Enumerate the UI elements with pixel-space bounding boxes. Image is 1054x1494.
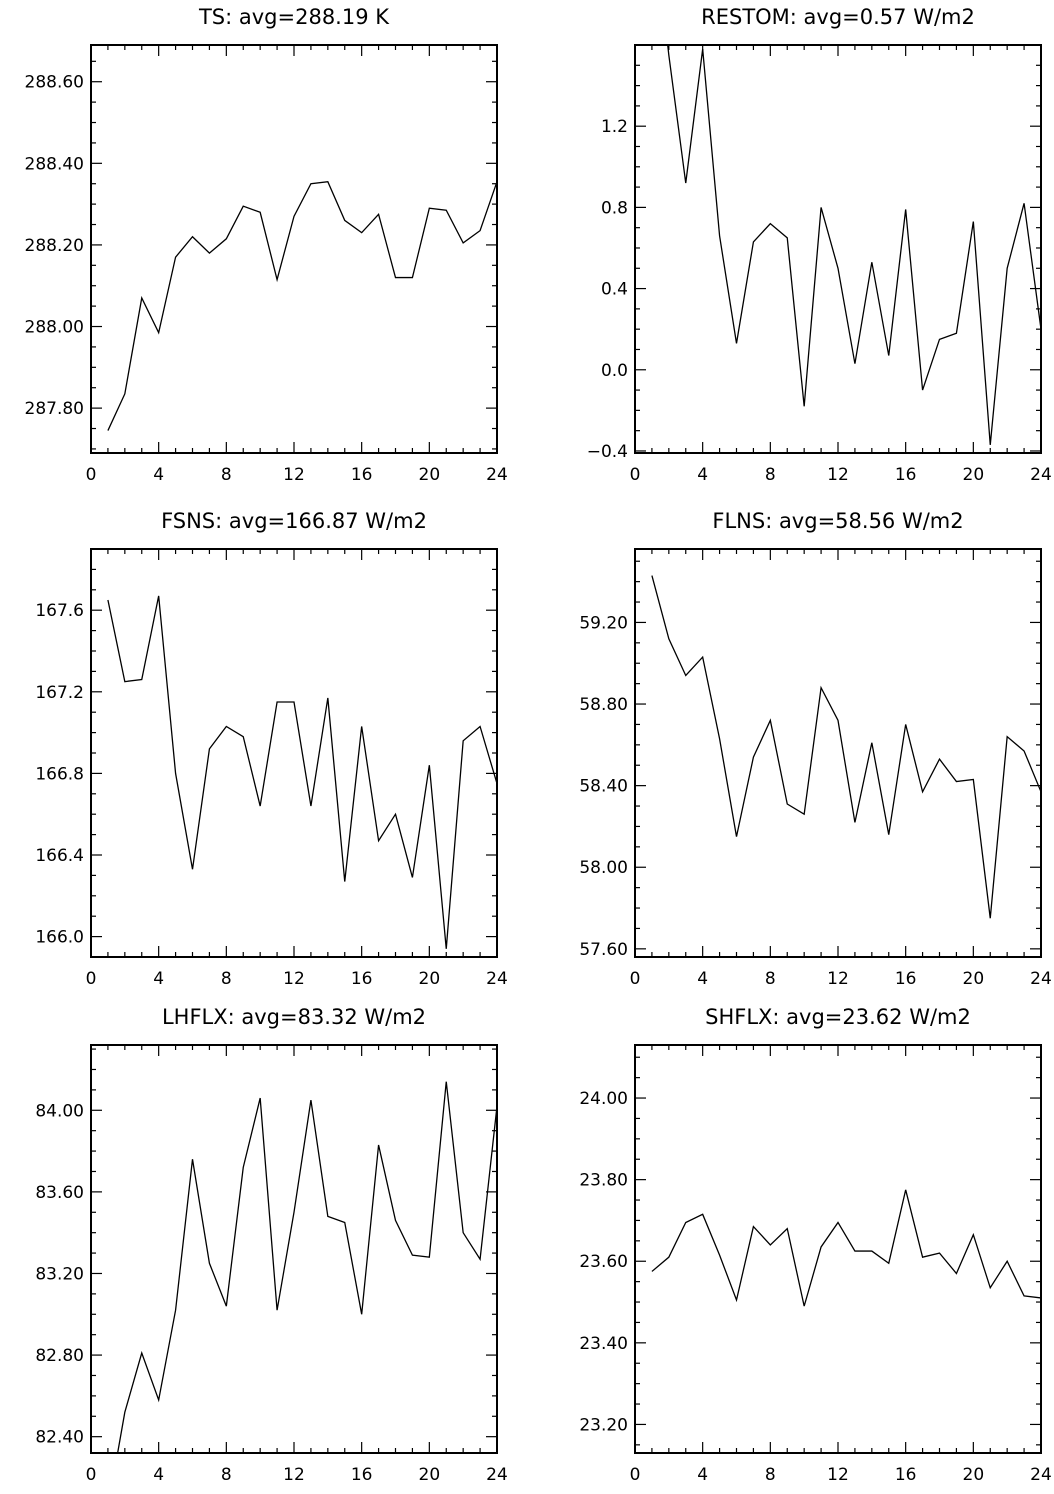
x-tick-label: 0 [86, 969, 97, 989]
x-tick-label: 24 [1030, 969, 1052, 989]
x-tick-label: 0 [630, 1465, 641, 1485]
x-tick-label: 16 [351, 465, 373, 485]
y-tick-label: 23.60 [579, 1252, 628, 1272]
y-tick-label: 288.60 [25, 73, 84, 93]
y-tick-label: 59.20 [579, 613, 628, 633]
x-tick-label: 8 [221, 1465, 232, 1485]
x-tick-label: 16 [895, 969, 917, 989]
x-tick-label: 4 [697, 969, 708, 989]
x-tick-label: 12 [827, 465, 849, 485]
y-tick-label: 58.40 [579, 777, 628, 797]
y-tick-label: 23.80 [579, 1171, 628, 1191]
panel-title: RESTOM: avg=0.57 W/m2 [701, 5, 975, 29]
x-tick-label: 4 [153, 1465, 164, 1485]
y-tick-label: 83.60 [35, 1183, 84, 1203]
x-tick-label: 20 [419, 1465, 441, 1485]
x-tick-label: 16 [351, 1465, 373, 1485]
x-tick-label: 12 [283, 465, 305, 485]
panel-title: SHFLX: avg=23.62 W/m2 [705, 1005, 971, 1029]
y-tick-label: 166.0 [35, 928, 84, 948]
y-tick-label: 24.00 [579, 1089, 628, 1109]
series-line [107, 180, 497, 431]
panel-title: FLNS: avg=58.56 W/m2 [712, 509, 963, 533]
y-tick-label: 1.2 [601, 117, 628, 137]
y-tick-label: 0.0 [601, 361, 628, 381]
y-tick-label: 288.40 [25, 154, 84, 174]
x-tick-label: 20 [963, 465, 985, 485]
x-tick-label: 24 [486, 1465, 508, 1485]
y-tick-label: 84.00 [35, 1101, 84, 1121]
x-tick-label: 12 [827, 1465, 849, 1485]
x-tick-label: 8 [221, 969, 232, 989]
y-tick-label: 287.80 [25, 399, 84, 419]
x-tick-label: 24 [486, 465, 508, 485]
x-tick-label: 16 [351, 969, 373, 989]
plot-frame [90, 1044, 498, 1454]
panel-shflx: SHFLX: avg=23.62 W/m2 0 4 8 12 16 20 24 23.20 23.… [579, 1005, 1051, 1485]
panel-lhflx: LHFLX: avg=83.32 W/m2 0 4 8 12 16 20 24 82.40 82.… [35, 1005, 508, 1485]
plot-frame [634, 1044, 1042, 1454]
plot-frame [634, 548, 1042, 958]
x-tick-label: 8 [765, 1465, 776, 1485]
series-line [667, 45, 1041, 445]
y-tick-label: 0.8 [601, 198, 628, 218]
panel-flns: FLNS: avg=58.56 W/m2 0 4 8 12 16 20 24 57.60 58.0… [579, 509, 1051, 989]
y-tick-label: 58.80 [579, 695, 628, 715]
y-tick-label: 23.20 [579, 1415, 628, 1435]
x-tick-label: 12 [827, 969, 849, 989]
x-tick-label: 24 [1030, 1465, 1052, 1485]
x-tick-label: 16 [895, 465, 917, 485]
panel-ts: TS: avg=288.19 K 0 4 8 12 16 20 24 287.80 288.00 2… [25, 5, 508, 485]
panel-title: TS: avg=288.19 K [198, 5, 390, 29]
panel-fsns: FSNS: avg=166.87 W/m2 0 4 8 12 16 20 24 166.0 166… [35, 509, 507, 989]
panel-title: LHFLX: avg=83.32 W/m2 [162, 1005, 426, 1029]
y-tick-label: 57.60 [579, 940, 628, 960]
x-tick-label: 16 [895, 1465, 917, 1485]
x-tick-label: 24 [486, 969, 508, 989]
x-tick-label: 0 [86, 1465, 97, 1485]
x-tick-label: 24 [1030, 465, 1052, 485]
x-tick-label: 0 [630, 465, 641, 485]
y-tick-label: −0.4 [587, 442, 628, 462]
y-tick-label: 58.00 [579, 858, 628, 878]
series-line [107, 595, 497, 949]
x-tick-label: 0 [630, 969, 641, 989]
series-line [651, 575, 1041, 919]
y-tick-label: 288.00 [25, 318, 84, 338]
x-tick-label: 12 [283, 1465, 305, 1485]
x-tick-label: 8 [221, 465, 232, 485]
series-line [116, 1081, 497, 1453]
x-tick-label: 0 [86, 465, 97, 485]
y-tick-label: 167.6 [35, 601, 84, 621]
x-tick-label: 20 [963, 969, 985, 989]
series-line [651, 1189, 1041, 1307]
x-tick-label: 4 [153, 969, 164, 989]
x-tick-label: 20 [419, 969, 441, 989]
y-tick-label: 167.2 [35, 683, 84, 703]
y-tick-label: 0.4 [601, 280, 628, 300]
y-tick-label: 288.20 [25, 236, 84, 256]
y-tick-label: 166.8 [35, 764, 84, 784]
x-tick-label: 8 [765, 969, 776, 989]
plot-frame [90, 44, 498, 454]
x-tick-label: 20 [963, 1465, 985, 1485]
y-tick-label: 83.20 [35, 1264, 84, 1284]
x-tick-label: 4 [153, 465, 164, 485]
panel-restom: RESTOM: avg=0.57 W/m2 0 4 8 12 16 20 24 −0.4 0.0 0… [587, 5, 1052, 485]
x-tick-label: 20 [419, 465, 441, 485]
y-tick-label: 23.40 [579, 1334, 628, 1354]
x-tick-label: 4 [697, 1465, 708, 1485]
panel-title: FSNS: avg=166.87 W/m2 [161, 509, 427, 533]
y-tick-label: 166.4 [35, 846, 84, 866]
plot-frame [90, 548, 498, 958]
x-tick-label: 4 [697, 465, 708, 485]
x-tick-label: 12 [283, 969, 305, 989]
x-tick-label: 8 [765, 465, 776, 485]
y-tick-label: 82.40 [35, 1428, 84, 1448]
y-tick-label: 82.80 [35, 1346, 84, 1366]
